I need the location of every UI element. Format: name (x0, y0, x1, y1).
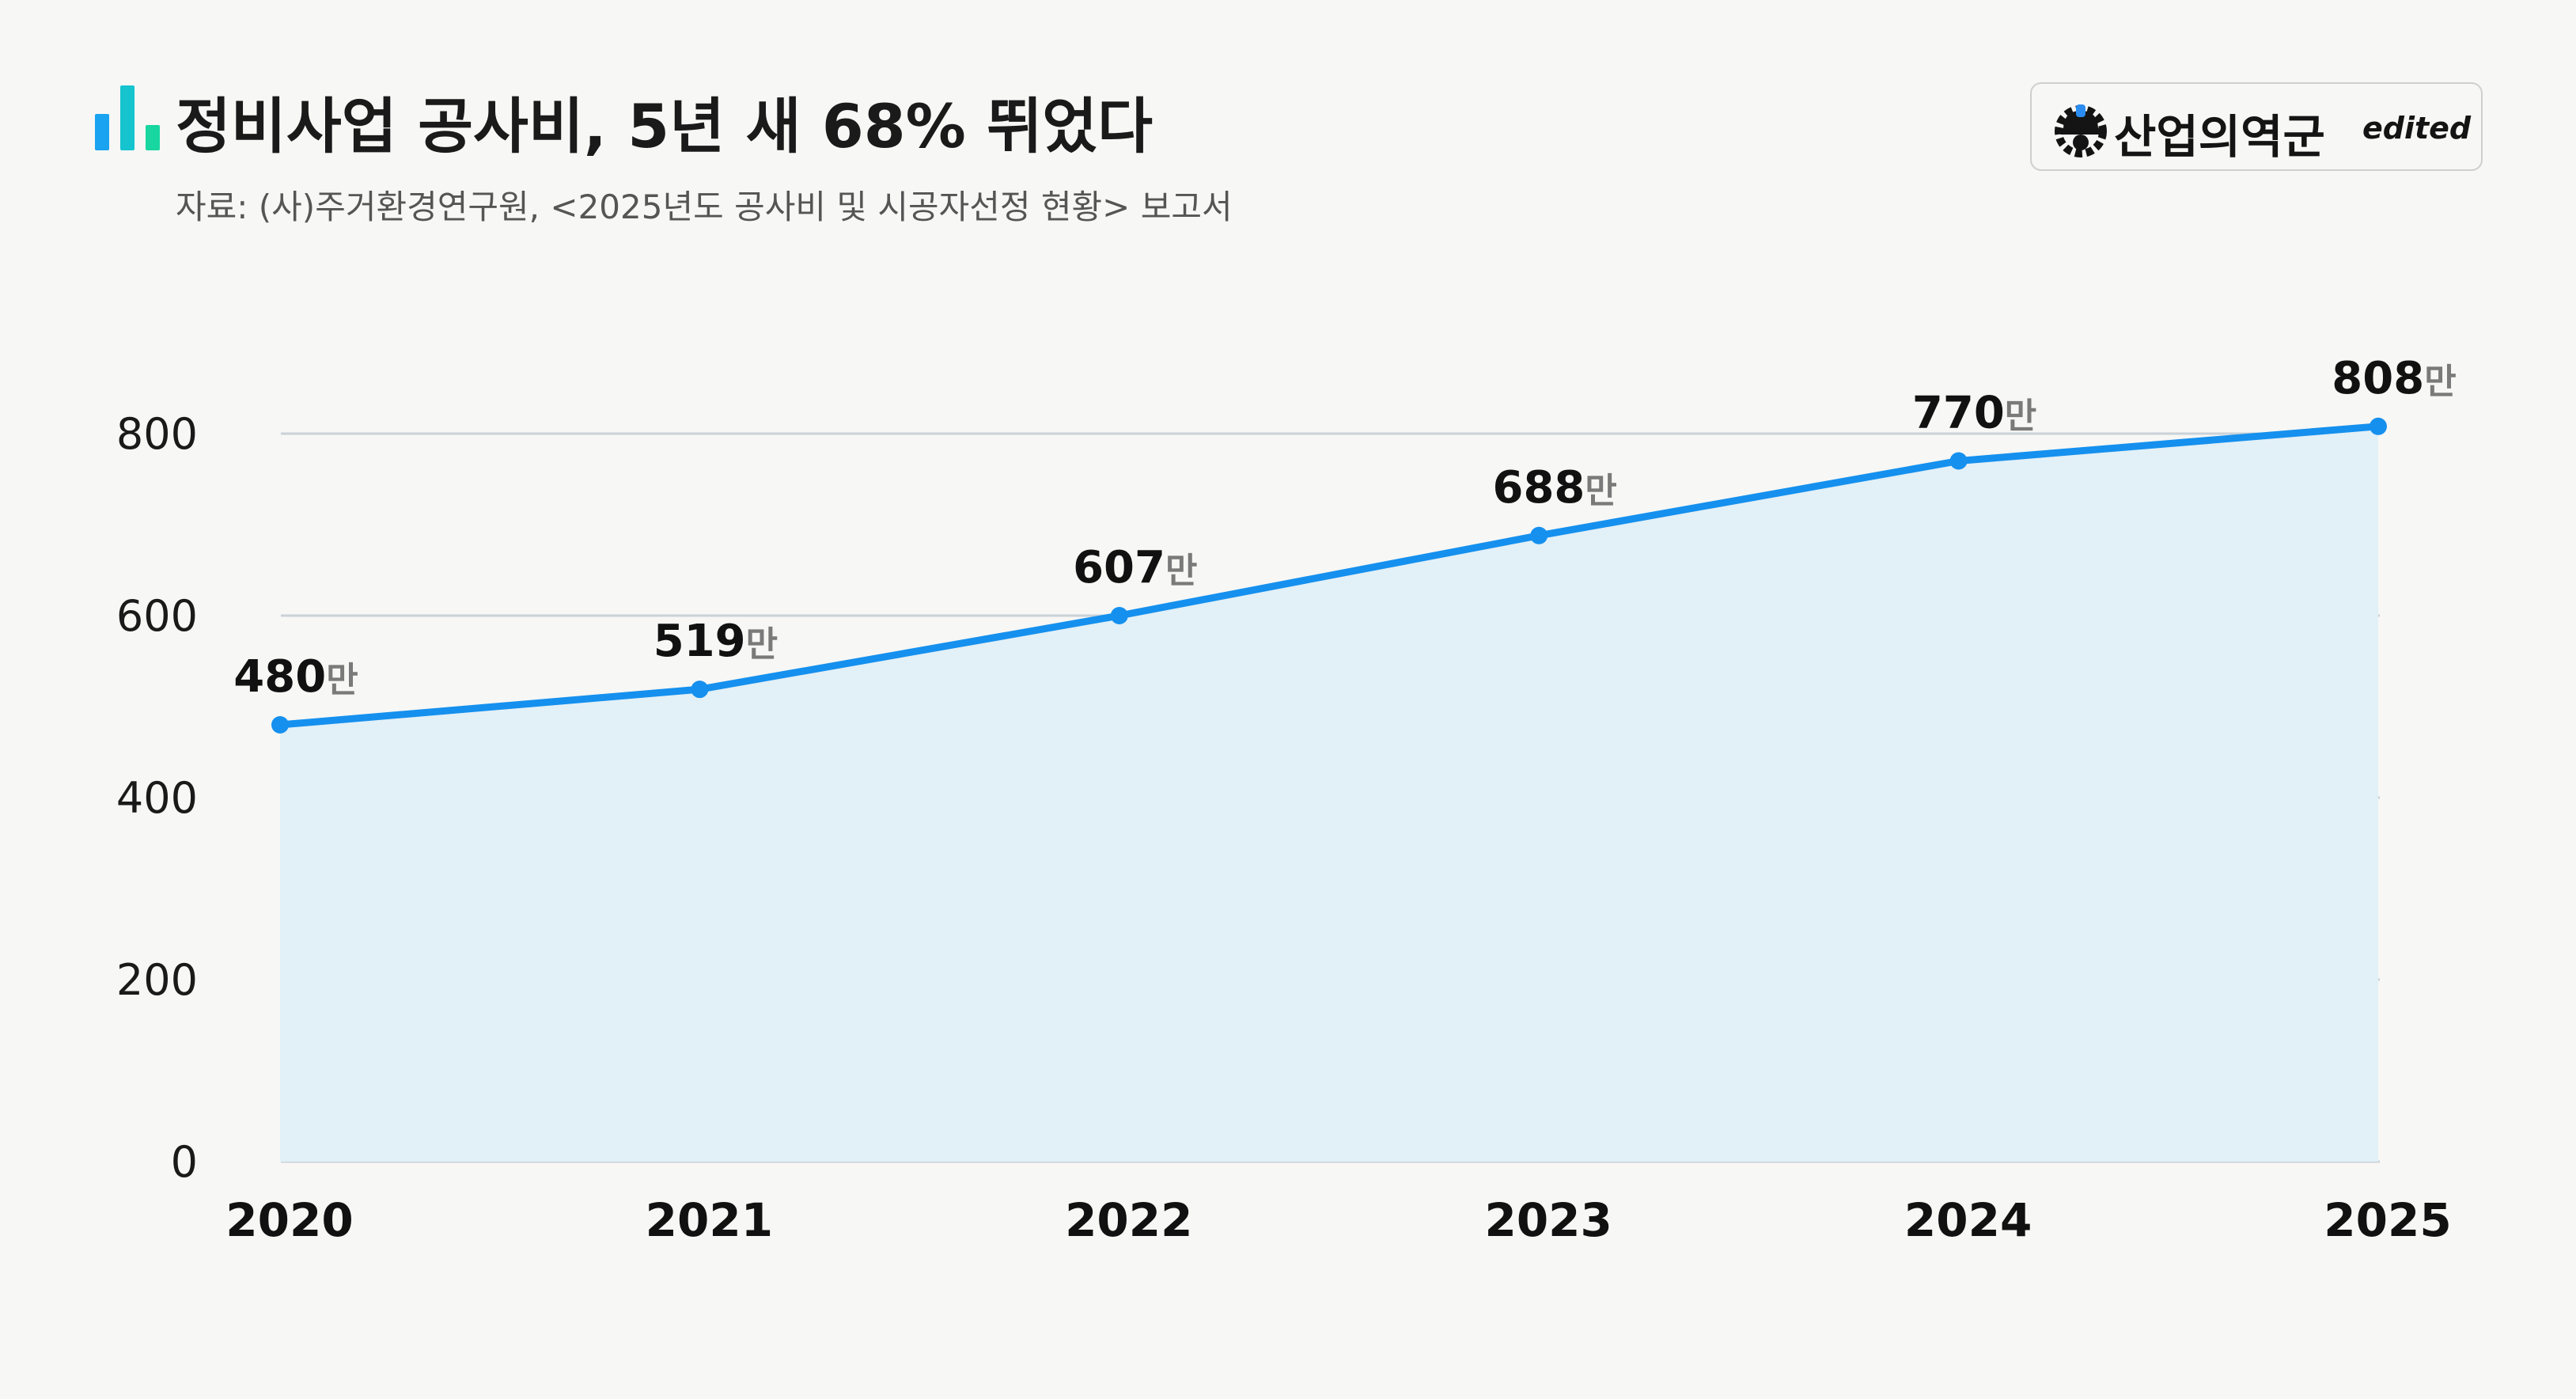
x-tick-label: 2021 (646, 1193, 773, 1247)
data-label: 607만 (1073, 542, 1197, 593)
data-point (271, 716, 289, 734)
x-tick-label: 2025 (2324, 1193, 2451, 1247)
brand-name: 산업의역군 (2114, 110, 2325, 164)
worker-helmet-gear-icon (2055, 104, 2107, 157)
y-tick-label: 800 (116, 409, 198, 459)
brand-badge: 산업의역군 edited (2030, 82, 2483, 171)
data-label-value: 808 (2332, 353, 2424, 404)
data-label: 770만 (1912, 388, 2036, 439)
y-tick-label: 600 (116, 591, 198, 641)
data-label-value: 607 (1073, 542, 1165, 593)
area-fill-layer (280, 426, 2378, 1162)
y-axis-ticks: 0 200 400 600 800 (116, 409, 198, 1187)
bar-chart-icon-bar (95, 114, 109, 150)
data-label-unit: 만 (2005, 396, 2036, 437)
bar-chart-icon-bar (146, 125, 160, 150)
data-point (1530, 526, 1548, 544)
data-point (691, 681, 709, 699)
data-label-value: 688 (1493, 462, 1585, 514)
x-tick-label: 2023 (1484, 1193, 1612, 1247)
data-point (2370, 417, 2387, 435)
data-label-unit: 만 (2424, 362, 2456, 402)
page-title: 정비사업 공사비, 5년 새 68% 뛰었다 (176, 91, 1153, 161)
data-label-unit: 만 (1165, 551, 1197, 591)
data-label: 688만 (1493, 462, 1617, 514)
x-tick-label: 2020 (225, 1193, 353, 1247)
data-label: 480만 (233, 651, 358, 703)
x-tick-label: 2022 (1065, 1193, 1192, 1247)
brand-edited-tag: edited (2362, 111, 2472, 146)
series-line-layer (276, 423, 2382, 729)
data-label-unit: 만 (746, 624, 778, 665)
data-points (271, 417, 2387, 734)
data-label-value: 519 (653, 616, 746, 667)
data-label-unit: 만 (1585, 471, 1616, 511)
data-point (1949, 452, 1968, 470)
x-tick-label: 2024 (1904, 1193, 2032, 1247)
area-fill (280, 426, 2378, 1162)
series-line (276, 423, 2382, 729)
y-tick-label: 200 (116, 955, 198, 1005)
source-note: 자료: (사)주거환경연구원, <2025년도 공사비 및 시공자선정 현황> … (176, 188, 1233, 226)
bar-chart-icon (95, 85, 160, 150)
data-label: 808만 (2332, 353, 2456, 404)
data-label: 519만 (653, 616, 778, 667)
data-label-unit: 만 (326, 660, 358, 700)
y-tick-label: 0 (171, 1137, 198, 1187)
data-label-value: 480 (233, 651, 326, 703)
x-axis-ticks: 2020 2021 2022 2023 2024 2025 (225, 1193, 2451, 1247)
data-label-value: 770 (1912, 388, 2005, 439)
bar-chart-icon-bar (120, 85, 134, 150)
y-tick-label: 400 (116, 773, 198, 823)
data-point (1110, 607, 1128, 624)
